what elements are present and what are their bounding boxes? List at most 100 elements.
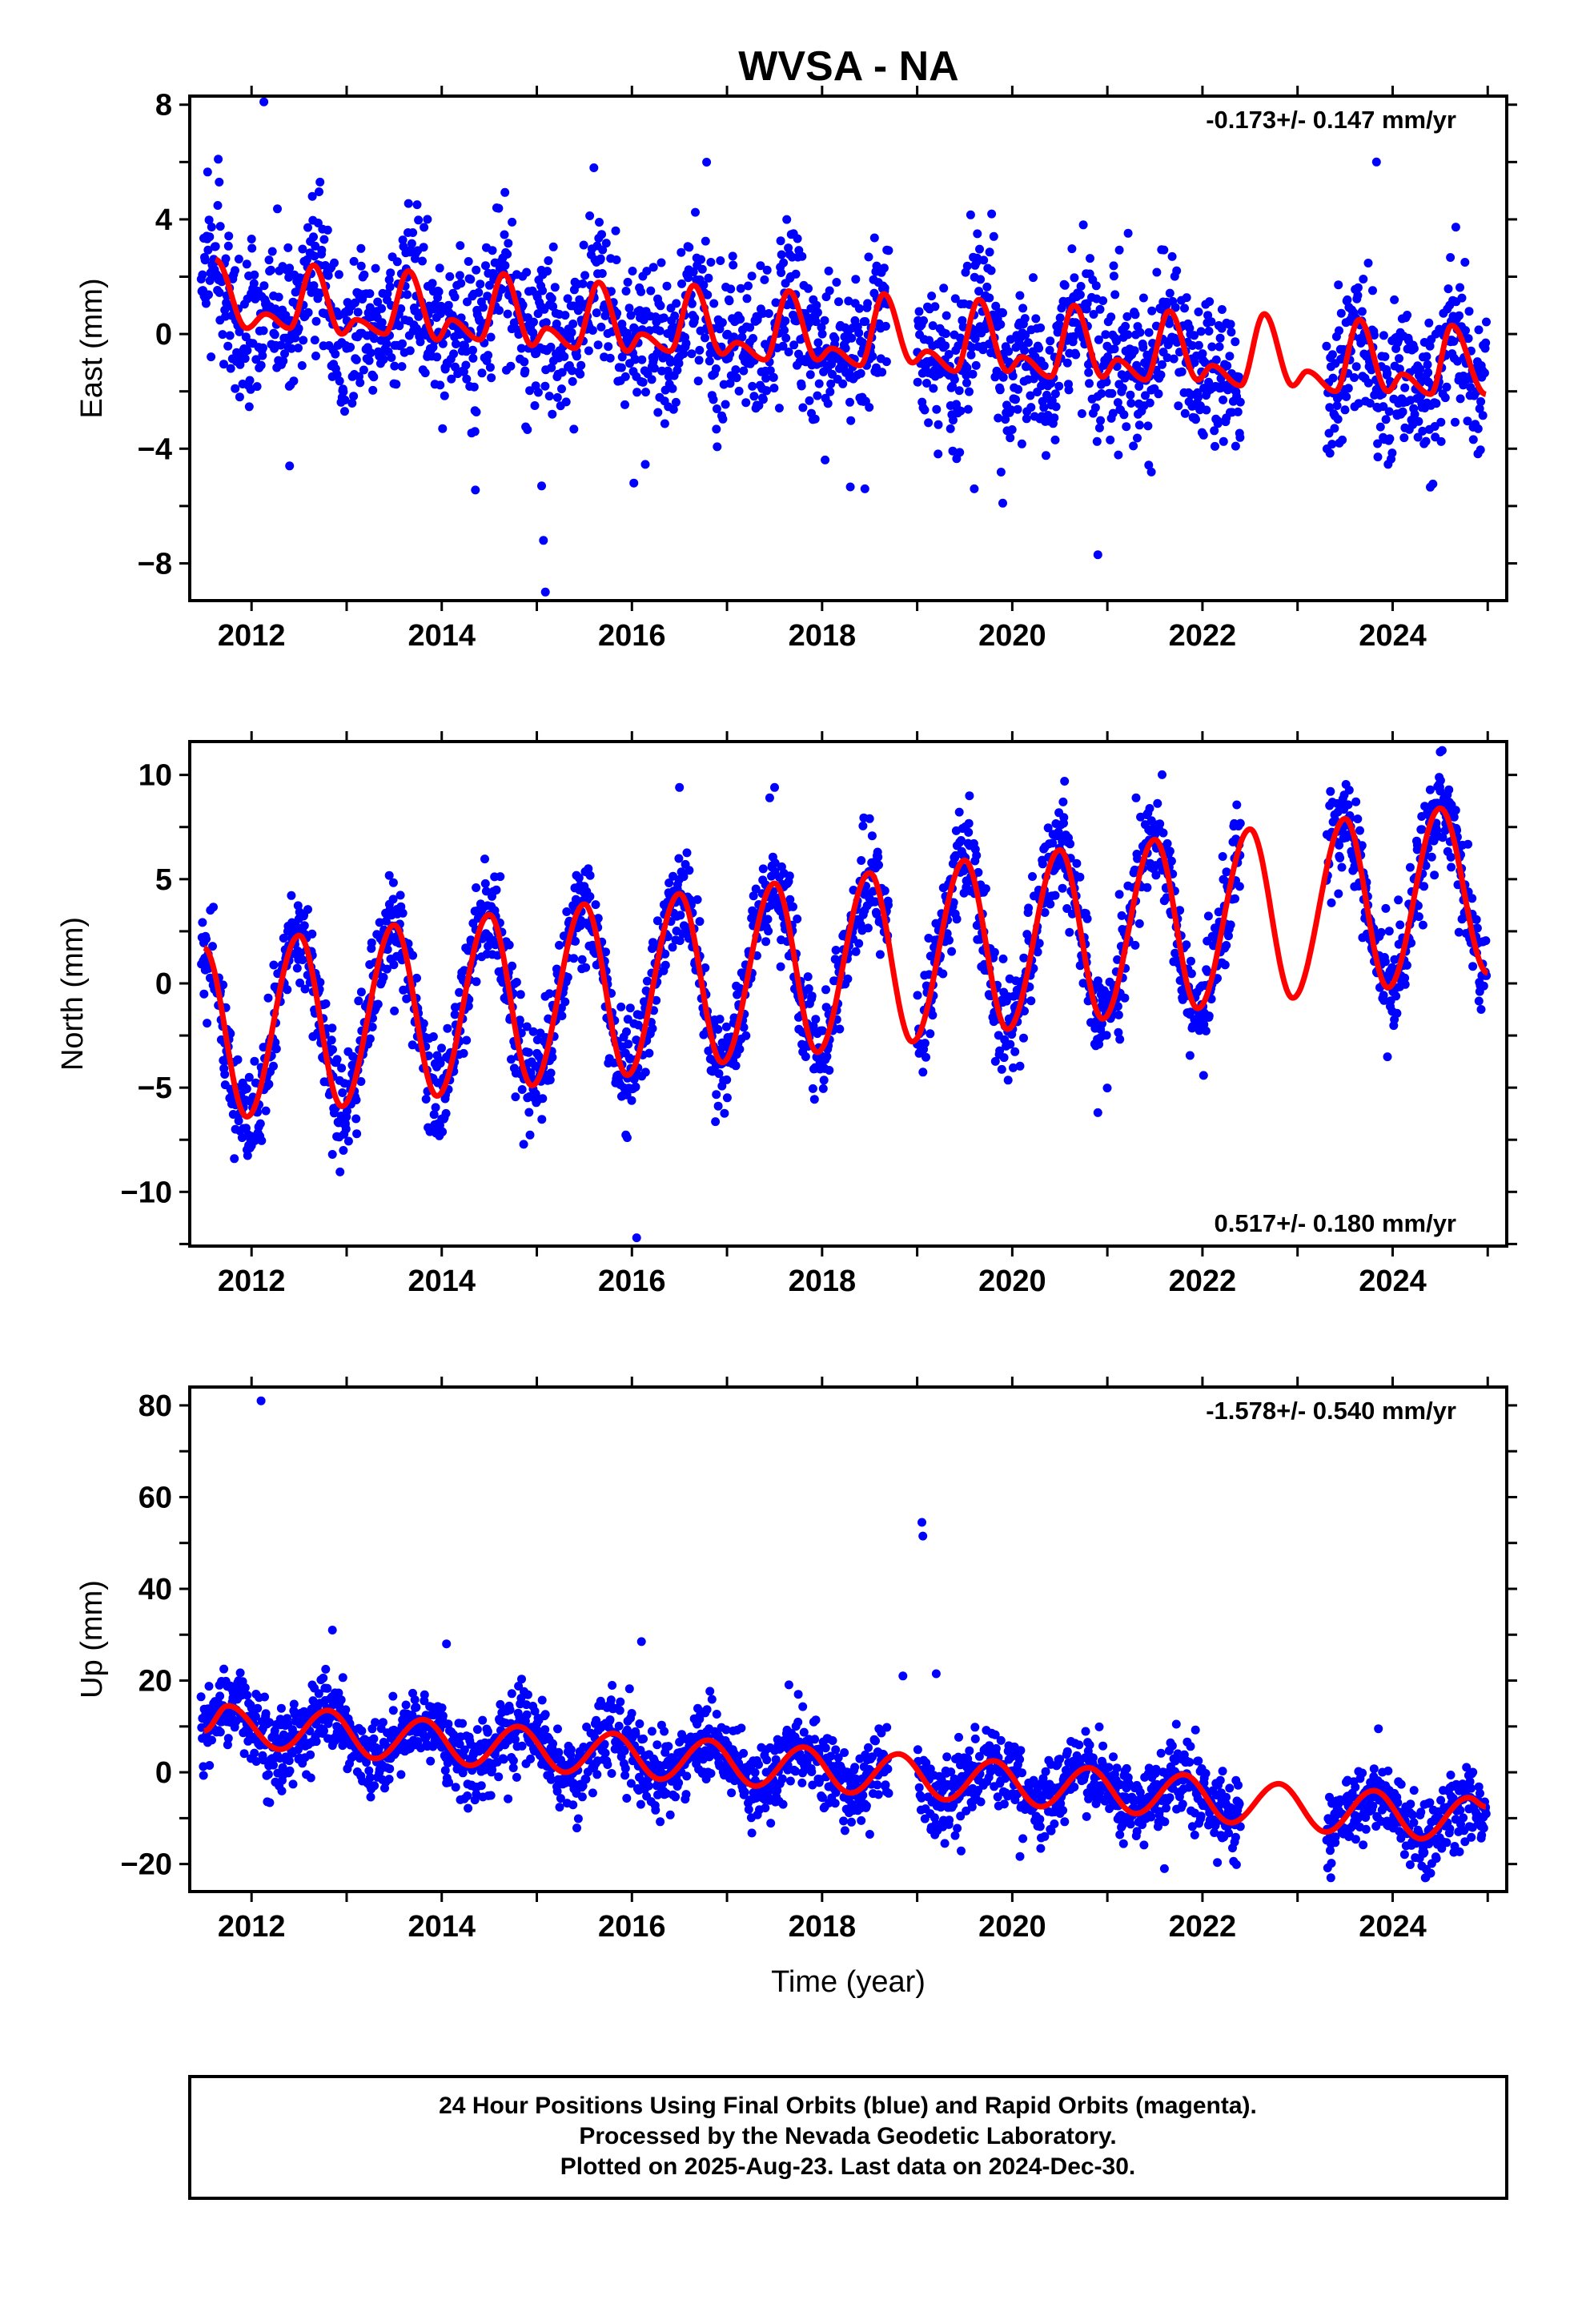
data-point	[349, 256, 359, 266]
data-point	[215, 287, 224, 297]
data-point	[207, 223, 216, 231]
data-point	[874, 860, 883, 870]
data-point	[814, 346, 824, 356]
data-point	[1119, 410, 1129, 420]
data-point	[1135, 328, 1145, 337]
data-point	[1407, 939, 1416, 947]
data-point	[1330, 424, 1339, 433]
data-point	[625, 1003, 635, 1013]
data-point	[371, 263, 380, 273]
data-point	[995, 1046, 1005, 1055]
data-point	[798, 403, 808, 412]
y-tick-label: −8	[138, 547, 172, 581]
data-point	[1460, 258, 1470, 267]
data-point	[1086, 254, 1094, 263]
data-point	[706, 258, 716, 267]
data-point	[226, 364, 235, 373]
data-point	[797, 381, 806, 391]
data-point	[1091, 281, 1101, 291]
data-point	[584, 346, 593, 356]
data-point	[1018, 304, 1028, 313]
data-point	[962, 261, 972, 271]
data-point	[1338, 435, 1347, 444]
data-point	[612, 255, 621, 264]
data-point	[697, 255, 705, 264]
data-point	[950, 294, 960, 304]
data-point	[396, 891, 405, 900]
data-point	[697, 264, 707, 274]
data-point	[811, 1015, 821, 1024]
data-point	[879, 263, 889, 273]
data-point	[655, 326, 665, 336]
x-tick-label: 2014	[408, 1265, 476, 1298]
outlier-point	[285, 461, 295, 471]
data-point	[644, 1048, 654, 1058]
data-point	[437, 1703, 447, 1713]
data-point	[496, 872, 505, 882]
data-point	[858, 821, 868, 830]
data-point	[884, 900, 893, 910]
data-point	[1481, 338, 1491, 348]
data-point	[244, 402, 254, 412]
data-point	[920, 1039, 930, 1048]
data-point	[252, 382, 262, 392]
data-point	[219, 360, 228, 369]
data-point	[1046, 899, 1055, 909]
data-point	[1340, 405, 1350, 415]
data-point	[636, 287, 646, 296]
data-point	[579, 240, 588, 250]
data-point	[354, 996, 363, 1006]
data-point	[1380, 957, 1390, 967]
data-point	[1480, 368, 1489, 378]
data-point	[504, 239, 513, 248]
data-point	[769, 384, 779, 393]
data-point	[455, 271, 464, 280]
data-point	[981, 884, 990, 894]
data-point	[506, 361, 516, 371]
data-point	[1170, 303, 1180, 312]
data-point	[420, 223, 429, 232]
outlier-point	[437, 1114, 447, 1124]
data-point	[818, 1084, 828, 1093]
data-point	[205, 232, 215, 242]
data-point	[1187, 341, 1197, 350]
data-point	[366, 1792, 375, 1802]
data-point	[642, 976, 652, 986]
data-point	[364, 356, 374, 365]
data-point	[500, 230, 509, 239]
up-data-points	[196, 1396, 1491, 1883]
data-point	[477, 368, 487, 378]
data-point	[674, 359, 684, 368]
data-point	[1106, 435, 1115, 444]
data-point	[1186, 969, 1196, 979]
data-point	[218, 330, 227, 340]
data-point	[385, 1764, 395, 1774]
data-point	[620, 372, 630, 381]
data-point	[1082, 914, 1092, 923]
data-point	[403, 290, 412, 300]
data-point	[962, 378, 971, 388]
data-point	[544, 989, 554, 999]
data-point	[1112, 336, 1121, 346]
data-point	[419, 243, 428, 252]
data-point	[627, 1096, 636, 1105]
data-point	[1392, 1008, 1402, 1018]
outlier-point	[1093, 550, 1102, 560]
data-point	[711, 1117, 721, 1127]
data-point	[211, 242, 220, 251]
data-point	[756, 261, 765, 271]
data-point	[334, 270, 343, 279]
data-point	[1194, 340, 1203, 350]
data-point	[438, 1127, 448, 1136]
data-point	[463, 297, 472, 307]
data-point	[203, 167, 212, 177]
data-point	[687, 349, 697, 359]
data-point	[1058, 797, 1068, 806]
data-point	[514, 330, 524, 339]
data-point	[1468, 962, 1478, 971]
data-point	[440, 391, 449, 400]
data-point	[1343, 295, 1352, 304]
data-point	[1395, 920, 1405, 930]
data-point	[954, 341, 963, 351]
data-point	[511, 1092, 520, 1102]
